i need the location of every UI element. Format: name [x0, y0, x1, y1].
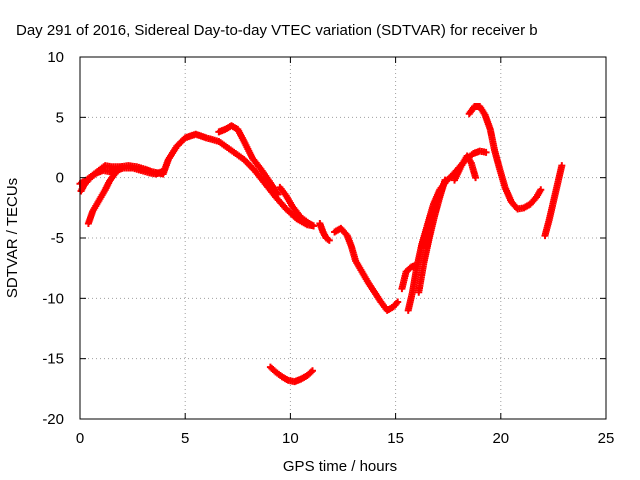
data-point [310, 222, 318, 230]
data-point [158, 168, 166, 176]
x-axis-title: GPS time / hours [283, 458, 397, 475]
x-tick-label: 0 [76, 430, 84, 447]
plot-frame [79, 56, 607, 420]
data-point [307, 368, 315, 376]
y-tick-label: -15 [42, 351, 64, 368]
x-tick-label: 5 [181, 430, 189, 447]
data-point [118, 164, 126, 172]
x-tick-label: 15 [387, 430, 404, 447]
axis-ticks: 0 5 10 15 20 25 -20 -15 -10 -5 0 5 10 [42, 49, 614, 447]
y-tick-label: -10 [42, 290, 64, 307]
x-tick-label: 10 [282, 430, 299, 447]
y-tick-label: -20 [42, 411, 64, 428]
y-tick-label: 5 [56, 109, 64, 126]
data-point [537, 186, 545, 194]
x-tick-label: 25 [598, 430, 615, 447]
y-tick-label: 0 [56, 170, 64, 187]
y-tick-label: 10 [47, 49, 64, 66]
y-axis-title: SDTVAR / TECUs [4, 178, 21, 298]
data-point [558, 162, 566, 170]
data-point [274, 191, 282, 199]
data-point [441, 176, 449, 184]
y-tick-label: -5 [51, 230, 64, 247]
data-point [325, 236, 333, 244]
chart-title: Day 291 of 2016, Sidereal Day-to-day VTE… [16, 22, 538, 39]
data-points [76, 102, 566, 386]
grid-lines [80, 57, 606, 419]
data-point [472, 174, 480, 182]
data-point [394, 298, 402, 306]
x-tick-label: 20 [492, 430, 509, 447]
data-point [482, 148, 490, 156]
data-point [308, 367, 316, 375]
